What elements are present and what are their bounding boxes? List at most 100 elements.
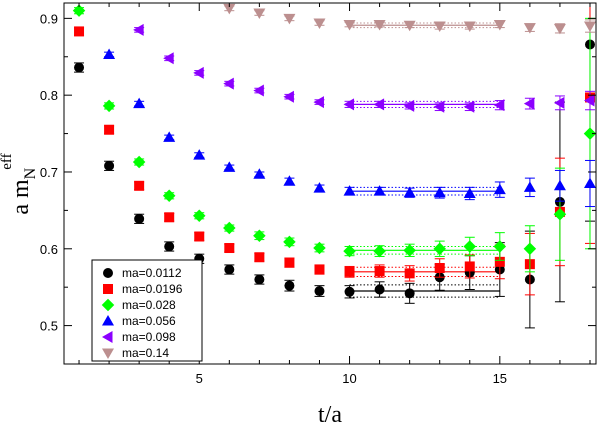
axis-ticks: 5 10 15 0.5 0.6 0.7 0.8 0.9 <box>40 3 596 386</box>
data-point <box>343 20 356 31</box>
data-point <box>433 100 445 113</box>
data-point <box>133 23 144 36</box>
data-point <box>553 207 567 221</box>
data-point <box>284 257 295 268</box>
legend-item: ma=0.028 <box>101 298 176 312</box>
data-point <box>373 185 386 196</box>
data-point <box>313 241 326 255</box>
legend-marker <box>101 298 115 312</box>
data-point <box>583 21 596 33</box>
data-point <box>162 189 176 203</box>
legend-item: ma=0.056 <box>102 314 176 328</box>
data-point <box>283 90 294 103</box>
data-point <box>434 262 445 273</box>
data-point <box>253 229 266 242</box>
data-point <box>133 97 146 109</box>
legend-label: ma=0.0112 <box>122 266 182 280</box>
data-point <box>343 185 356 196</box>
data-point <box>523 242 537 256</box>
legend-item: ma=0.0112 <box>103 266 182 280</box>
data-point <box>223 221 236 235</box>
data-point <box>254 252 265 263</box>
data-point <box>374 284 385 295</box>
legend-label: ma=0.056 <box>122 314 176 328</box>
data-point <box>254 274 265 285</box>
data-point <box>104 160 115 171</box>
data-point <box>493 240 507 253</box>
data-point <box>74 26 85 37</box>
y-tick-label: 0.8 <box>40 88 58 103</box>
data-point <box>313 182 326 193</box>
legend-marker <box>102 315 114 326</box>
data-point <box>134 213 145 224</box>
legend-item: ma=0.098 <box>102 330 176 344</box>
legend-item: ma=0.14 <box>102 346 169 360</box>
y-axis-label-sup: eff <box>0 153 15 169</box>
data-point <box>284 280 295 291</box>
data-point <box>404 268 415 279</box>
data-point <box>193 66 204 79</box>
y-tick-label: 0.7 <box>40 165 58 180</box>
data-point <box>403 244 416 257</box>
data-point <box>224 243 235 254</box>
data-point <box>583 94 595 107</box>
data-point <box>463 240 477 253</box>
data-point <box>253 8 266 19</box>
plot-frame <box>63 2 597 365</box>
data-point <box>193 209 206 223</box>
data-point <box>344 266 355 277</box>
data-point <box>223 3 236 15</box>
data-point <box>164 212 175 223</box>
x-tick-label: 15 <box>493 371 507 386</box>
legend-label: ma=0.028 <box>122 298 176 312</box>
data-point <box>373 20 386 31</box>
data-point <box>373 244 386 258</box>
legend-label: ma=0.14 <box>122 346 169 360</box>
data-point <box>253 168 266 179</box>
data-point <box>104 124 115 135</box>
y-tick-label: 0.6 <box>40 242 58 257</box>
data-point <box>583 177 596 188</box>
data-point <box>72 4 86 17</box>
x-axis-label: t/a <box>318 402 342 428</box>
legend-marker <box>103 268 113 278</box>
legend-marker <box>103 284 113 294</box>
data-point <box>194 231 205 242</box>
data-point <box>164 241 175 252</box>
svg-text:a mNeff: a mNeff <box>0 153 39 214</box>
data-point <box>193 149 206 160</box>
data-point <box>463 21 476 33</box>
legend-label: ma=0.098 <box>122 330 176 344</box>
data-point <box>493 20 506 31</box>
data-point <box>223 77 234 90</box>
x-tick-label: 5 <box>196 371 203 386</box>
data-point <box>134 180 145 191</box>
legend: ma=0.0112 ma=0.0196 ma=0.028 ma=0.056 ma=0.0… <box>91 259 203 362</box>
y-axis-label: a mNeff <box>0 153 39 214</box>
data-point <box>493 99 505 112</box>
series-5 <box>223 3 596 35</box>
data-point <box>103 48 116 59</box>
data-point <box>463 187 476 198</box>
data-point <box>433 242 446 256</box>
legend-item: ma=0.0196 <box>103 282 183 296</box>
data-point <box>404 288 415 299</box>
data-point <box>313 96 324 109</box>
data-point <box>493 183 506 195</box>
data-point <box>374 266 385 277</box>
data-point <box>253 84 264 97</box>
data-point <box>523 97 535 110</box>
data-point <box>344 286 355 297</box>
data-point <box>523 23 536 34</box>
data-point <box>74 62 85 73</box>
data-point <box>224 264 235 275</box>
y-tick-label: 0.9 <box>40 11 58 26</box>
series-2 <box>72 4 596 273</box>
data-point <box>102 99 116 113</box>
data-point <box>403 20 416 32</box>
data-point <box>523 181 536 192</box>
y-axis-label-sub: N <box>22 167 39 179</box>
data-point <box>283 175 296 186</box>
data-point <box>433 21 446 33</box>
